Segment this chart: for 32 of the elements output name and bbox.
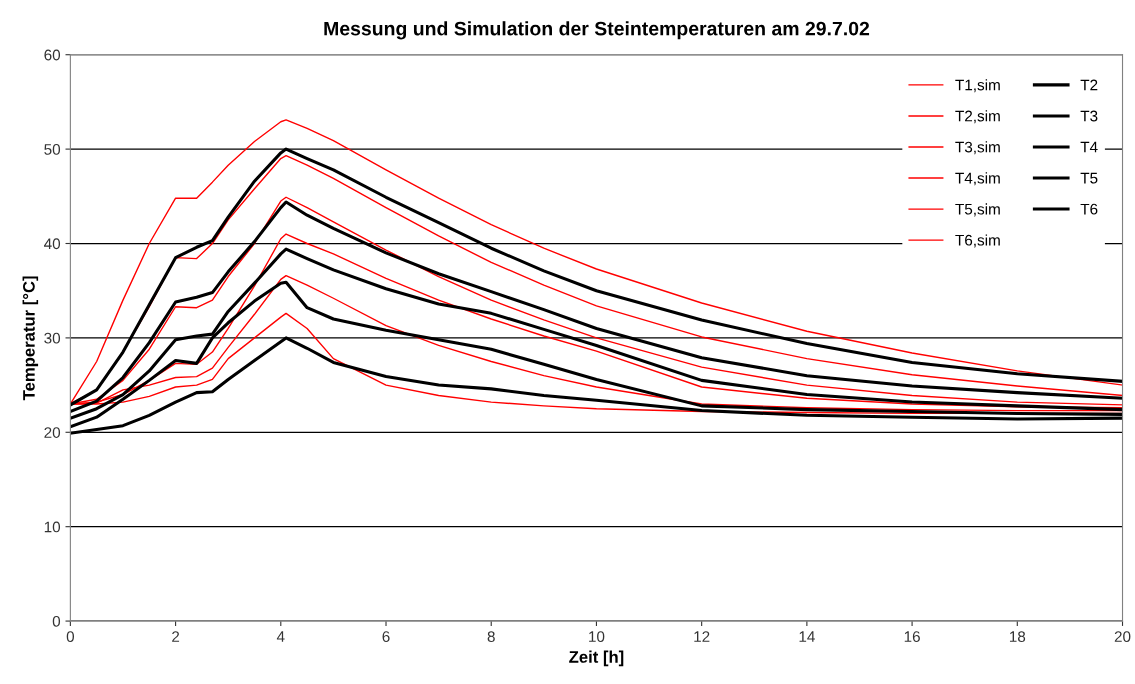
legend-label: T3: [1080, 110, 1098, 122]
x-tick-label: 14: [799, 631, 815, 642]
legend-label: T5: [1080, 172, 1098, 184]
x-tick-label: 16: [904, 631, 920, 643]
y-axis-title: Temperatur [°C]: [22, 276, 39, 401]
x-tick-label: 4: [276, 631, 285, 642]
y-tick-label: 20: [44, 427, 61, 438]
x-tick-label: 2: [172, 631, 180, 642]
x-tick-label: 0: [66, 631, 75, 643]
legend-label: T5,sim: [955, 203, 1000, 217]
legend-label: T4: [1080, 141, 1098, 153]
legend-label: T2: [1080, 79, 1098, 91]
y-tick-label: 40: [44, 238, 61, 250]
legend-label: T3,sim: [955, 141, 1000, 155]
y-tick-label: 30: [44, 332, 61, 344]
legend-label: T6,sim: [955, 234, 1000, 248]
y-tick-label: 50: [44, 143, 61, 155]
x-axis-title: Zeit [h]: [569, 650, 624, 667]
legend-label: T1,sim: [955, 79, 1000, 93]
x-tick-label: 6: [382, 631, 390, 643]
x-tick-label: 12: [694, 631, 710, 642]
x-tick-label: 18: [1009, 631, 1026, 643]
x-tick-label: 20: [1114, 631, 1131, 643]
x-tick-label: 8: [487, 631, 495, 643]
x-tick-label: 10: [589, 631, 605, 643]
legend-label: T2,sim: [955, 110, 1000, 124]
legend-label: T4,sim: [955, 172, 1000, 186]
y-tick-label: 0: [52, 615, 61, 627]
legend-label: T6: [1080, 203, 1098, 215]
y-tick-label: 10: [44, 521, 61, 533]
y-tick-label: 60: [44, 49, 61, 61]
chart-title: Messung und Simulation der Steintemperaturen am 29.7.02: [324, 21, 870, 40]
